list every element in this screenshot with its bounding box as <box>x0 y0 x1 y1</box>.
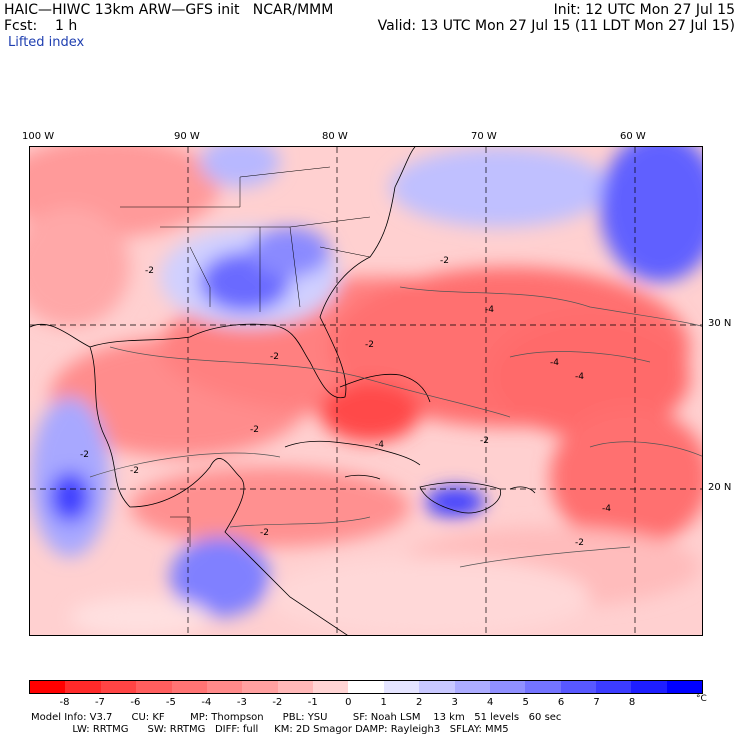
field-name: Lifted index <box>8 35 85 50</box>
contour-labels: -2 -2 -2 -2 -2 -2 -2 -2 -4 -4 -4 -4 -4 -… <box>80 256 611 548</box>
legend-label: -6 <box>130 697 141 708</box>
legend-label: -3 <box>236 697 247 708</box>
legend-label: 8 <box>628 697 636 708</box>
legend-label: 3 <box>451 697 458 708</box>
legend-swatch <box>419 681 455 693</box>
legend-swatch <box>100 681 137 693</box>
legend-label: 4 <box>486 697 494 708</box>
legend-label: 0 <box>345 697 352 708</box>
coastlines <box>30 147 536 635</box>
legend-swatch <box>348 681 384 693</box>
legend-swatch <box>454 681 490 693</box>
color-legend <box>29 680 703 694</box>
legend-swatch <box>30 681 66 693</box>
contour-label: -2 <box>260 528 269 538</box>
contour-label: -2 <box>440 256 449 266</box>
lon-tick-100w: 100 W <box>22 131 55 142</box>
legend-label: 6 <box>557 697 565 708</box>
lon-tick-90w: 90 W <box>174 131 200 142</box>
legend-label: -5 <box>165 697 176 708</box>
state-borders <box>120 166 371 547</box>
legend-label: -4 <box>201 697 212 708</box>
contour-label: -2 <box>575 538 584 548</box>
contour-label: -2 <box>365 340 374 350</box>
valid-time: Valid: 13 UTC Mon 27 Jul 15 (11 LDT Mon … <box>377 18 735 34</box>
model-info-line1: Model Info: V3.7 CU: KF MP: Thompson PBL… <box>31 712 562 723</box>
contour-label: -4 <box>575 372 584 382</box>
lat-tick-20n: 20 N <box>708 482 732 493</box>
legend-label: -7 <box>94 697 105 708</box>
legend-swatch <box>666 681 703 693</box>
legend-swatch <box>596 681 632 693</box>
model-info-line2: LW: RRTMG SW: RRTMG DIFF: full KM: 2D Sm… <box>31 724 509 735</box>
contour-label: -4 <box>550 358 559 368</box>
legend-swatch <box>242 681 278 693</box>
legend-swatch <box>206 681 243 693</box>
legend-label: -1 <box>307 697 318 708</box>
contour-label: -2 <box>480 436 489 446</box>
legend-label: 5 <box>522 697 529 708</box>
contour-label: -4 <box>375 440 384 450</box>
model-title: HAIC—HIWC 13km ARW—GFS init NCAR/MMM <box>4 2 334 18</box>
legend-label: 2 <box>416 697 423 708</box>
legend-label: 1 <box>380 697 387 708</box>
lon-tick-60w: 60 W <box>620 131 646 142</box>
legend-swatch <box>489 681 526 693</box>
legend-swatch <box>383 681 420 693</box>
lifted-index-map: -2 -2 -2 -2 -2 -2 -2 -2 -4 -4 -4 -4 -4 -… <box>30 147 702 635</box>
lon-tick-80w: 80 W <box>322 131 348 142</box>
contours <box>89 286 702 568</box>
legend-swatch <box>631 681 667 693</box>
legend-swatch <box>171 681 207 693</box>
legend-swatch <box>277 681 313 693</box>
contour-label: -2 <box>80 450 89 460</box>
legend-swatch <box>313 681 349 693</box>
legend-swatch <box>65 681 101 693</box>
init-time: Init: 12 UTC Mon 27 Jul 15 <box>553 2 735 18</box>
legend-unit: °C <box>696 694 707 704</box>
lon-tick-70w: 70 W <box>471 131 497 142</box>
lat-tick-30n: 30 N <box>708 318 732 329</box>
contour-label: -4 <box>602 504 611 514</box>
forecast-hour: Fcst: 1 h <box>4 18 78 34</box>
graticule <box>30 147 702 635</box>
legend-label: 7 <box>593 697 600 708</box>
contour-label: -2 <box>130 466 139 476</box>
legend-swatch <box>136 681 172 693</box>
legend-swatch <box>560 681 596 693</box>
lifted-index-field <box>30 147 702 635</box>
legend-swatch <box>525 681 561 693</box>
contour-label: -2 <box>145 266 154 276</box>
legend-label: -2 <box>272 697 283 708</box>
contour-label: -2 <box>270 352 279 362</box>
legend-label: -8 <box>59 697 70 708</box>
contour-label: -2 <box>250 425 259 435</box>
map-panel: -2 -2 -2 -2 -2 -2 -2 -2 -4 -4 -4 -4 -4 -… <box>29 146 703 636</box>
contour-label: -4 <box>485 305 494 315</box>
